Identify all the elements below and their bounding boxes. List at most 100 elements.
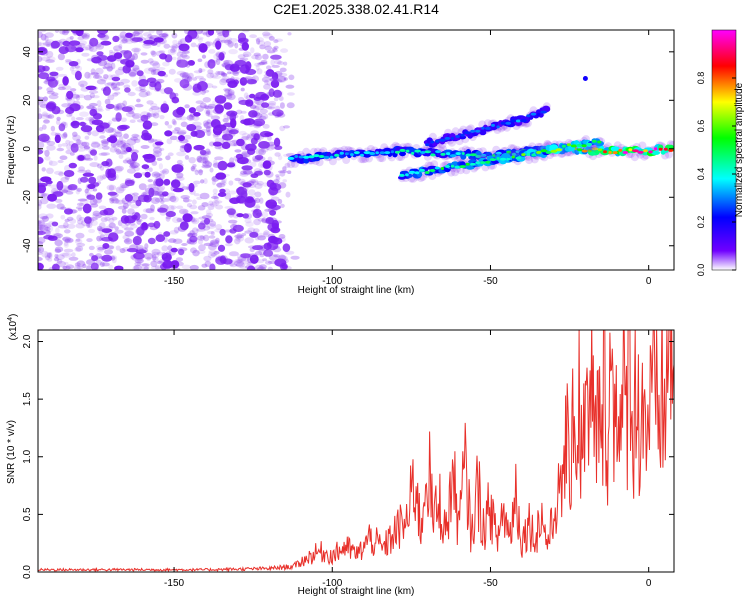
noise-speck bbox=[126, 248, 139, 253]
snr-x-tick-label: -100 bbox=[322, 578, 342, 589]
noise-speck bbox=[192, 199, 197, 205]
noise-speck bbox=[104, 229, 109, 237]
noise-speck bbox=[152, 256, 159, 263]
noise-speck bbox=[262, 160, 272, 169]
noise-speck bbox=[209, 167, 214, 173]
trace-blob bbox=[651, 150, 661, 155]
noise-speck bbox=[240, 37, 249, 42]
noise-speck bbox=[38, 246, 45, 253]
noise-speck bbox=[188, 72, 194, 79]
noise-speck bbox=[42, 42, 53, 46]
noise-speck bbox=[214, 95, 227, 104]
noise-speck bbox=[259, 44, 266, 50]
noise-speck bbox=[133, 172, 143, 179]
noise-speck bbox=[163, 181, 169, 186]
noise-speck bbox=[247, 80, 254, 85]
noise-speck bbox=[146, 77, 157, 83]
trace-peak bbox=[658, 147, 663, 151]
noise-speck bbox=[249, 161, 257, 168]
noise-speck bbox=[277, 155, 283, 161]
noise-speck bbox=[38, 113, 43, 120]
trace-peak bbox=[439, 138, 446, 142]
noise-speck bbox=[96, 143, 104, 150]
noise-speck bbox=[214, 200, 223, 204]
noise-speck bbox=[225, 129, 232, 135]
noise-speck bbox=[159, 204, 169, 211]
noise-speck bbox=[241, 233, 247, 236]
trace-peak bbox=[405, 149, 410, 153]
noise-speck bbox=[176, 172, 184, 179]
noise-speck bbox=[285, 84, 295, 89]
noise-speck bbox=[88, 41, 93, 49]
noise-speck bbox=[129, 244, 139, 251]
trace-peak bbox=[500, 157, 507, 161]
noise-speck bbox=[106, 82, 115, 86]
noise-speck bbox=[236, 213, 244, 218]
trace-peak bbox=[515, 119, 521, 123]
noise-speck bbox=[118, 154, 124, 160]
noise-speck bbox=[200, 179, 205, 184]
noise-speck bbox=[257, 62, 265, 66]
noise-speck bbox=[45, 115, 53, 119]
noise-speck bbox=[201, 164, 212, 169]
noise-speck bbox=[269, 209, 277, 216]
noise-speck bbox=[207, 129, 212, 137]
noise-speck bbox=[101, 140, 109, 147]
noise-speck bbox=[144, 91, 152, 97]
noise-speck bbox=[162, 168, 170, 175]
noise-speck bbox=[41, 250, 49, 258]
noise-speck bbox=[264, 220, 274, 224]
noise-speck bbox=[273, 39, 279, 44]
noise-speck bbox=[52, 43, 61, 47]
noise-speck bbox=[133, 30, 144, 35]
noise-speck bbox=[208, 218, 214, 222]
noise-speck bbox=[88, 176, 97, 185]
noise-speck bbox=[178, 208, 189, 215]
noise-speck bbox=[236, 233, 242, 240]
noise-speck bbox=[169, 135, 178, 141]
noise-speck bbox=[254, 183, 263, 189]
noise-speck bbox=[64, 165, 71, 172]
noise-speck bbox=[72, 131, 78, 137]
noise-speck bbox=[189, 216, 196, 223]
noise-speck bbox=[129, 58, 134, 65]
trace-peak bbox=[444, 165, 451, 168]
trace-blob bbox=[610, 146, 620, 152]
noise-speck bbox=[257, 217, 265, 222]
trace-peak bbox=[434, 166, 440, 170]
noise-speck bbox=[240, 87, 245, 92]
noise-speck bbox=[227, 41, 234, 48]
noise-speck bbox=[208, 250, 218, 254]
noise-speck bbox=[268, 88, 275, 98]
noise-speck bbox=[45, 50, 54, 58]
noise-speck bbox=[55, 66, 64, 71]
noise-speck bbox=[100, 234, 105, 238]
noise-speck bbox=[136, 260, 142, 266]
noise-speck bbox=[282, 243, 291, 252]
noise-speck bbox=[250, 179, 256, 184]
noise-speck bbox=[256, 244, 266, 252]
noise-speck bbox=[146, 100, 154, 105]
noise-speck bbox=[172, 120, 177, 126]
noise-speck bbox=[69, 218, 77, 224]
noise-speck bbox=[67, 238, 74, 243]
noise-speck bbox=[240, 253, 251, 259]
noise-speck bbox=[187, 183, 195, 187]
noise-speck bbox=[51, 221, 59, 227]
noise-speck bbox=[113, 131, 123, 138]
noise-speck bbox=[242, 213, 249, 219]
noise-speck bbox=[249, 93, 256, 99]
noise-speck bbox=[122, 234, 130, 240]
noise-speck bbox=[150, 204, 155, 212]
noise-speck bbox=[248, 189, 256, 196]
noise-speck bbox=[283, 77, 288, 81]
trace-peak bbox=[411, 151, 415, 155]
noise-speck bbox=[252, 157, 261, 163]
noise-speck bbox=[210, 119, 221, 129]
noise-speck bbox=[160, 263, 168, 270]
trace-peak bbox=[603, 150, 607, 154]
noise-speck bbox=[151, 171, 161, 178]
noise-speck bbox=[251, 180, 259, 186]
noise-speck bbox=[74, 247, 82, 252]
noise-speck bbox=[120, 151, 128, 155]
